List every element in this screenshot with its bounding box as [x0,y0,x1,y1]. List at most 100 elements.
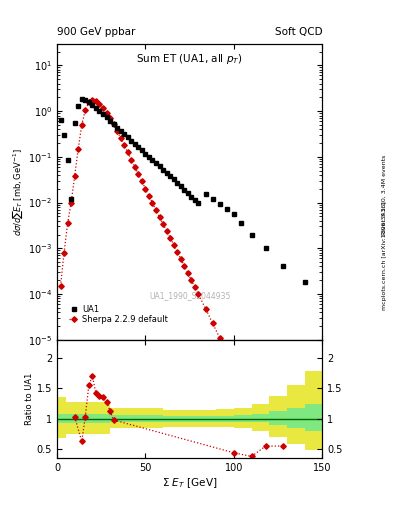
UA1 [281,263,286,269]
Sherpa 2.2.9 default [249,403,254,410]
Sherpa 2.2.9 default [104,110,109,116]
Sherpa 2.2.9 default [115,128,119,134]
UA1 [217,201,222,207]
UA1 [118,128,123,134]
Sherpa 2.2.9 default [86,99,91,105]
Sherpa 2.2.9 default [178,255,183,262]
Sherpa 2.2.9 default [161,221,165,227]
Sherpa 2.2.9 default [175,249,180,255]
UA1 [62,132,66,138]
Text: Sum ET (UA1, all $p_T$): Sum ET (UA1, all $p_T$) [136,52,243,67]
UA1 [157,163,162,169]
UA1 [76,103,81,109]
UA1 [69,196,73,202]
UA1 [161,167,165,173]
UA1 [224,206,229,212]
UA1 [196,200,201,206]
Sherpa 2.2.9 default [154,207,158,214]
Text: mcplots.cern.ch [arXiv:1306.3436]: mcplots.cern.ch [arXiv:1306.3436] [382,202,387,310]
Sherpa 2.2.9 default [72,173,77,179]
Sherpa 2.2.9 default [171,242,176,248]
UA1 [104,114,109,120]
Sherpa 2.2.9 default [263,435,268,441]
Sherpa 2.2.9 default [90,97,95,103]
UA1 [150,157,155,163]
UA1 [185,190,190,196]
Text: Rivet 3.1.10, 3.4M events: Rivet 3.1.10, 3.4M events [382,155,387,234]
UA1 [239,220,243,226]
Text: Soft QCD: Soft QCD [275,27,322,37]
UA1 [94,105,98,111]
Sherpa 2.2.9 default [185,270,190,276]
UA1 [125,134,130,140]
Sherpa 2.2.9 default [111,121,116,127]
Sherpa 2.2.9 default [62,250,66,256]
Sherpa 2.2.9 default [132,164,137,170]
Sherpa 2.2.9 default [281,478,286,484]
UA1 [154,160,158,166]
Sherpa 2.2.9 default [125,150,130,156]
UA1 [132,141,137,147]
Sherpa 2.2.9 default [203,306,208,312]
UA1 [136,144,141,150]
Sherpa 2.2.9 default [193,284,197,290]
Line: UA1: UA1 [58,96,307,285]
UA1 [122,131,127,137]
UA1 [143,151,148,157]
UA1 [140,147,144,154]
Sherpa 2.2.9 default [140,178,144,184]
UA1 [171,176,176,182]
Sherpa 2.2.9 default [239,380,243,387]
UA1 [231,211,236,218]
Sherpa 2.2.9 default [196,291,201,297]
Sherpa 2.2.9 default [231,365,236,371]
UA1 [302,279,307,285]
UA1 [175,180,180,186]
UA1 [147,154,151,160]
UA1 [164,170,169,176]
Sherpa 2.2.9 default [168,234,173,241]
Sherpa 2.2.9 default [182,263,187,269]
UA1 [58,117,63,123]
UA1 [83,97,88,103]
UA1 [90,101,95,108]
Sherpa 2.2.9 default [69,200,73,206]
Sherpa 2.2.9 default [94,98,98,104]
UA1 [79,96,84,102]
Sherpa 2.2.9 default [65,220,70,226]
UA1 [168,173,173,179]
Sherpa 2.2.9 default [58,283,63,289]
Sherpa 2.2.9 default [224,350,229,356]
UA1 [178,183,183,189]
Y-axis label: $d\sigma/d\!\sum\!E_T\ [\mathrm{mb,GeV}^{-1}]$: $d\sigma/d\!\sum\!E_T\ [\mathrm{mb,GeV}^… [11,148,25,236]
Y-axis label: Ratio to UA1: Ratio to UA1 [25,373,34,425]
Sherpa 2.2.9 default [76,146,81,152]
Sherpa 2.2.9 default [108,115,112,121]
Legend: UA1, Sherpa 2.2.9 default: UA1, Sherpa 2.2.9 default [66,302,171,327]
Sherpa 2.2.9 default [189,277,194,283]
UA1 [115,125,119,131]
Sherpa 2.2.9 default [143,186,148,192]
Sherpa 2.2.9 default [83,107,88,113]
Text: UA1_1990_S2044935: UA1_1990_S2044935 [149,291,230,300]
UA1 [263,245,268,251]
Sherpa 2.2.9 default [164,228,169,234]
UA1 [189,194,194,200]
Text: 900 GeV ppbar: 900 GeV ppbar [57,27,135,37]
UA1 [210,196,215,202]
Sherpa 2.2.9 default [122,142,127,148]
Line: Sherpa 2.2.9 default: Sherpa 2.2.9 default [59,98,307,512]
UA1 [97,108,102,114]
Sherpa 2.2.9 default [147,193,151,199]
UA1 [108,117,112,123]
UA1 [111,121,116,127]
Sherpa 2.2.9 default [157,214,162,220]
UA1 [72,120,77,126]
UA1 [65,157,70,163]
UA1 [203,191,208,198]
Sherpa 2.2.9 default [101,105,105,111]
UA1 [182,187,187,193]
UA1 [86,99,91,105]
UA1 [193,197,197,203]
Sherpa 2.2.9 default [136,171,141,177]
